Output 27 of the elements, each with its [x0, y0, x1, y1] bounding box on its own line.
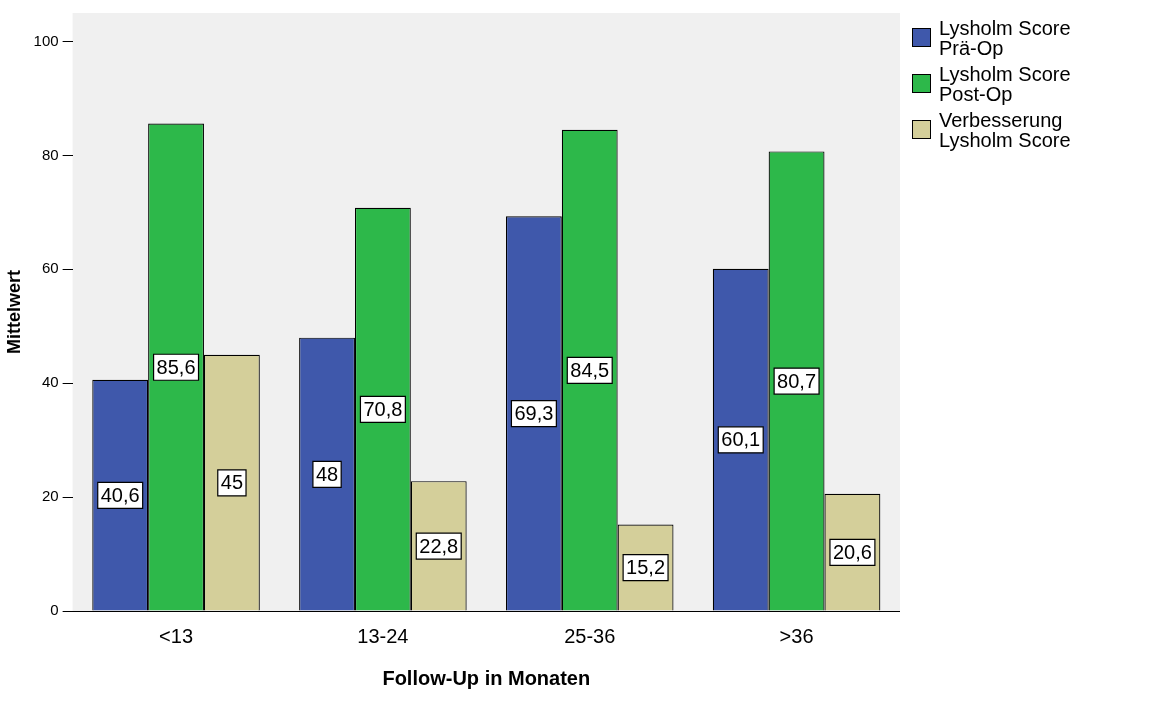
- data-label: 15,2: [626, 556, 666, 579]
- data-label: 20,6: [832, 540, 872, 563]
- x-tick-label: >36: [779, 624, 814, 647]
- y-tick-label: 80: [41, 145, 59, 163]
- x-axis-title: Follow-Up in Monaten: [382, 666, 591, 689]
- x-tick-label: <13: [159, 624, 194, 647]
- y-axis-title: Mittelwert: [3, 269, 24, 355]
- y-tick-label: 100: [33, 31, 59, 49]
- y-tick-label: 60: [41, 259, 59, 277]
- legend-label: Lysholm Score Post-Op: [939, 63, 1072, 105]
- data-label: 48: [315, 462, 339, 485]
- data-label: 60,1: [721, 428, 761, 451]
- legend-label: Lysholm Score Prä-Op: [939, 17, 1072, 59]
- data-label: 22,8: [419, 534, 459, 557]
- data-label: 45: [220, 471, 244, 494]
- data-label: 84,5: [570, 358, 610, 381]
- x-tick-label: 13-24: [357, 624, 409, 647]
- data-label: 40,6: [100, 483, 140, 506]
- x-tick-label: 25-36: [564, 624, 616, 647]
- y-tick-label: 40: [41, 373, 59, 391]
- y-tick-label: 0: [50, 601, 59, 619]
- data-label: 85,6: [156, 355, 196, 378]
- data-label: 80,7: [777, 369, 817, 392]
- y-tick-label: 20: [41, 487, 59, 505]
- legend-label: Verbesserung Lysholm Score: [939, 109, 1072, 151]
- data-label: 70,8: [363, 397, 403, 420]
- data-label: 69,3: [514, 402, 554, 425]
